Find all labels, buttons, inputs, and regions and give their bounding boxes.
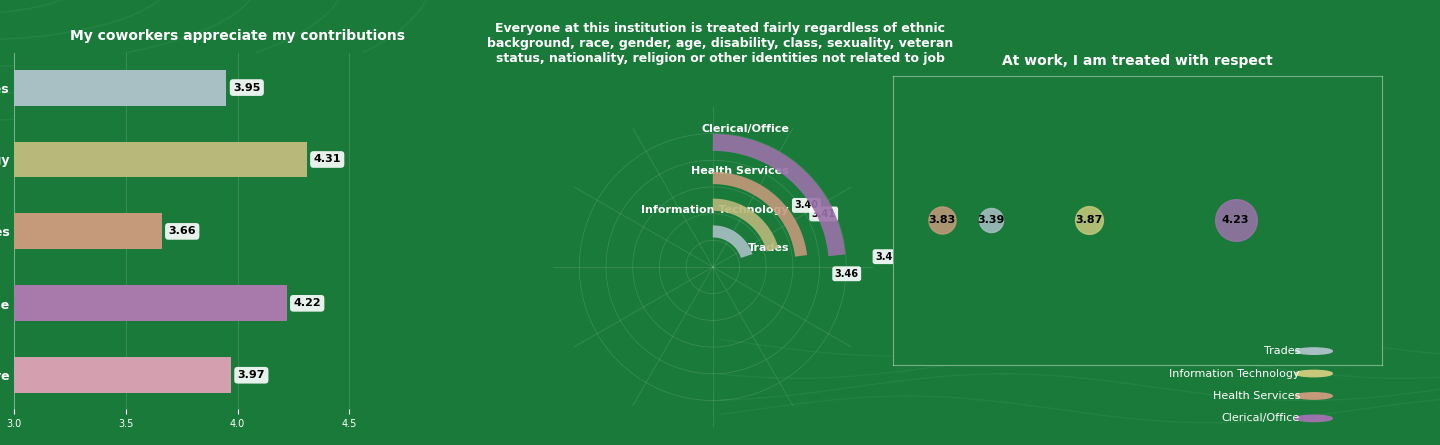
Bar [14,357,230,393]
Text: Clerical/Office: Clerical/Office [701,124,789,134]
Text: Trades: Trades [1264,346,1300,356]
Text: 3.87: 3.87 [1074,215,1103,225]
Circle shape [1296,393,1332,399]
Text: 3.47: 3.47 [876,252,899,262]
Text: 3.95: 3.95 [233,83,261,93]
Text: 3.46: 3.46 [835,269,858,279]
Circle shape [1296,348,1332,354]
Text: 4.22: 4.22 [294,298,321,308]
Text: 3.66: 3.66 [168,227,196,236]
Text: Information Technology: Information Technology [641,205,789,214]
Point [1224,217,1247,224]
Bar [14,69,226,105]
Bar [14,285,287,321]
Text: Clerical/Office: Clerical/Office [1221,413,1300,423]
Text: Information Technology: Information Technology [1169,368,1300,379]
Title: At work, I am treated with respect: At work, I am treated with respect [1002,53,1273,68]
Bar [14,142,307,178]
Text: 3.97: 3.97 [238,370,265,380]
Text: 3.40: 3.40 [795,200,818,210]
Text: Health Services: Health Services [691,166,789,176]
Circle shape [1296,370,1332,377]
Text: Trades: Trades [747,243,789,253]
Text: 4.31: 4.31 [314,154,341,165]
Text: Everyone at this institution is treated fairly regardless of ethnic
background, : Everyone at this institution is treated … [487,22,953,65]
Point [1077,217,1100,224]
Text: 4.23: 4.23 [1221,215,1250,225]
Text: 3.83: 3.83 [929,215,955,225]
Point [930,217,953,224]
Bar [14,214,161,249]
Circle shape [1296,415,1332,421]
Text: Health Services: Health Services [1212,391,1300,401]
Point [979,217,1002,224]
Text: 3.41: 3.41 [812,209,835,219]
Text: 3.39: 3.39 [976,215,1005,225]
Title: My coworkers appreciate my contributions: My coworkers appreciate my contributions [71,28,405,43]
